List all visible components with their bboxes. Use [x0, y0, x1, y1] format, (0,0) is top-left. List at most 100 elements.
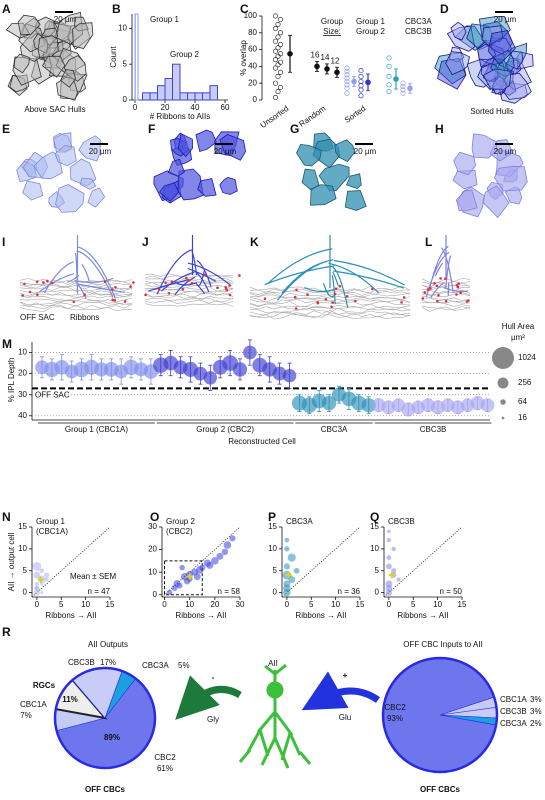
hull [334, 139, 356, 163]
data-point [277, 51, 283, 57]
panel-letter: K [250, 235, 259, 249]
ribbon [331, 301, 335, 304]
ribbon [113, 299, 117, 302]
scatter-point [40, 591, 44, 595]
y-tick-label: 0 [253, 95, 258, 104]
panel-letter: N [2, 510, 11, 524]
group-size: 16 [311, 50, 320, 59]
ribbon [295, 288, 298, 292]
x-axis-label: Ribbons → AII [397, 611, 448, 620]
panel-letter: F [148, 122, 155, 136]
chart-title: AII Outputs [88, 640, 128, 649]
histogram-bar [157, 85, 166, 101]
histogram-bar [164, 78, 173, 101]
pie-outline [381, 656, 499, 774]
data-point [358, 68, 364, 74]
ribbon [123, 300, 127, 303]
sac-process [19, 278, 133, 284]
y-axis-label: Count [109, 46, 118, 68]
x-axis-label: Ribbons → AII [175, 611, 226, 620]
x-axis-label: Reconstructed Cell [228, 437, 296, 446]
hull [310, 184, 337, 206]
scatter-point [288, 576, 296, 583]
group-value: 89% [104, 733, 120, 742]
sac-process [19, 302, 133, 308]
ribbon [42, 281, 45, 284]
histogram-bar [149, 92, 158, 101]
ribbon [103, 280, 107, 284]
scatter-point [391, 568, 397, 574]
data-point [358, 93, 364, 99]
data-point [272, 94, 278, 100]
slice-label: CBC3A [142, 661, 169, 670]
histogram-bar [134, 13, 139, 101]
y-tick-label: 5 [123, 59, 128, 68]
scale-label: 20 µm [214, 147, 237, 156]
x-tick-label: 15 [106, 600, 115, 609]
ribbon [429, 287, 432, 290]
y-tick-label: 10 [148, 567, 157, 576]
ribbon [293, 295, 297, 299]
ribbon [402, 296, 406, 299]
scatter-point [385, 563, 392, 570]
x-tick-label: 5 [309, 600, 314, 609]
ribbon [185, 276, 188, 280]
ribbon [225, 288, 228, 291]
mean-marker [285, 572, 292, 579]
ribbon [459, 291, 463, 295]
scatter-point [32, 562, 42, 571]
y-tick-label: 5 [273, 566, 278, 575]
scatter-point [211, 557, 219, 565]
slice-label: CBC3A [500, 719, 527, 728]
chart-title: CBC3A [286, 517, 313, 526]
data-point [277, 30, 283, 36]
legend-label: CBC3B [405, 27, 432, 36]
ribbon [114, 286, 117, 289]
caption: Above SAC Hulls [24, 105, 85, 114]
ribbon [170, 280, 174, 284]
y-tick-label: 10 [18, 348, 27, 357]
data-point [386, 73, 392, 80]
scale-label: 20 µm [54, 15, 77, 24]
sac-process [144, 303, 234, 307]
hull [219, 134, 247, 161]
hull [494, 165, 528, 192]
hull [345, 173, 362, 189]
sac-process [144, 274, 234, 280]
scale-label: 20 µm [494, 147, 517, 156]
panel-letter: B [112, 2, 121, 16]
scatter-point [34, 581, 40, 587]
data-point [275, 21, 281, 27]
chart-subtitle: (CBC1A) [36, 527, 68, 536]
hull [167, 158, 185, 177]
ribbon [294, 307, 298, 310]
x-tick-label: 10 [433, 600, 442, 609]
slice-value: 7% [20, 711, 32, 720]
x-tick-label: 0 [133, 103, 138, 112]
hull [344, 190, 367, 211]
x-tick-label: Unsorted [259, 104, 291, 130]
sac-process [421, 293, 471, 297]
scatter-point [34, 586, 39, 591]
bubble [480, 398, 495, 413]
hull [87, 187, 106, 208]
hull [177, 168, 204, 201]
hull [487, 30, 516, 66]
ribbon [132, 281, 135, 284]
ribbon [35, 280, 39, 284]
data-point [272, 48, 278, 54]
sac-process [19, 291, 133, 297]
sac-process [249, 290, 411, 296]
hull [450, 21, 467, 41]
sac-process [249, 299, 411, 304]
scatter-point [179, 564, 185, 571]
slice-value: 93% [387, 714, 403, 723]
x-tick-label: 0 [285, 600, 290, 609]
data-point [400, 90, 406, 96]
scatter-point [284, 546, 290, 552]
hull [454, 25, 486, 52]
panel-letter: C [240, 2, 249, 16]
data-point [277, 59, 283, 65]
legend-label: Group 1 [356, 17, 385, 26]
